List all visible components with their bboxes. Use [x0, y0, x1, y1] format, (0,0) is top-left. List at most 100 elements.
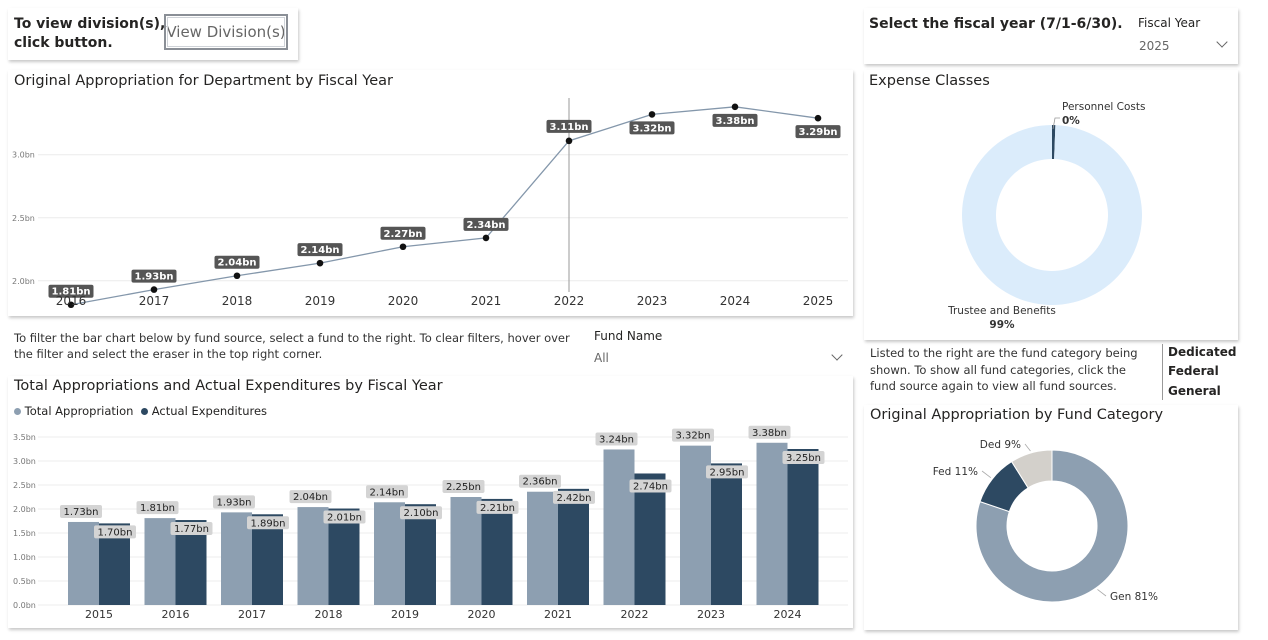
y-tick-label: 3.0bn — [13, 457, 36, 466]
bar-total-appropriation — [297, 507, 329, 605]
division-prompt-line2: click button. — [14, 35, 113, 51]
data-label: 1.70bn — [98, 527, 133, 538]
data-label-box — [546, 119, 592, 133]
x-tick-label: 2023 — [637, 294, 668, 308]
data-label: 2.95bn — [710, 467, 745, 478]
leader-line — [1024, 443, 1031, 452]
data-label-box — [289, 490, 332, 504]
data-label-box — [595, 432, 638, 446]
legend-actual-label[interactable]: Actual Expenditures — [151, 404, 268, 418]
chevron-down-icon[interactable] — [1216, 36, 1228, 48]
fund-name-label: Fund Name — [594, 329, 663, 343]
data-label: 2.21bn — [480, 503, 515, 514]
data-point — [316, 259, 324, 267]
slice-trustee-and-benefits — [961, 125, 1142, 305]
slice-label: Fed 11% — [933, 466, 978, 478]
bar-total-appropriation — [603, 449, 635, 605]
slice-label: Ded 9% — [980, 439, 1021, 451]
data-point — [67, 301, 75, 309]
data-label: 1.81bn — [52, 287, 91, 298]
data-label-box — [60, 504, 102, 518]
data-label-box — [748, 425, 791, 439]
data-label-box — [519, 474, 561, 488]
expense-classes-title: Expense Classes — [869, 73, 990, 89]
data-point — [482, 234, 490, 242]
view-divisions-button[interactable]: View Division(s) — [164, 14, 288, 50]
x-tick-label: 2022 — [621, 608, 649, 621]
data-label-box — [323, 510, 366, 524]
slice-value-label: 99% — [989, 319, 1015, 331]
fund-category-title: Original Appropriation by Fund Category — [870, 407, 1164, 423]
x-tick-label: 2015 — [85, 608, 113, 621]
data-label: 2.10bn — [404, 508, 439, 519]
bar-actual-expenditure — [481, 498, 513, 605]
data-label: 2.04bn — [218, 258, 257, 269]
x-tick-label: 2019 — [305, 294, 336, 308]
bar-total-appropriation — [450, 497, 482, 605]
data-point — [233, 272, 241, 280]
data-label-box — [48, 284, 94, 298]
data-label: 3.38bn — [752, 428, 787, 439]
bar-actual-expenditure — [328, 508, 360, 605]
x-tick-label: 2019 — [391, 608, 419, 621]
x-tick-label: 2024 — [720, 294, 751, 308]
dept-line-title: Original Appropriation for Department by… — [14, 73, 394, 89]
x-tick-label: 2021 — [471, 294, 502, 308]
x-tick-label: 2016 — [162, 608, 190, 621]
y-tick-label: 2.5bn — [13, 481, 36, 490]
data-label: 1.93bn — [135, 272, 174, 283]
data-label: 3.11bn — [550, 122, 589, 133]
legend-total-label[interactable]: Total Appropriation — [24, 404, 134, 418]
fund-name-value: All — [594, 351, 609, 365]
bar-actual-expenditure — [787, 449, 819, 605]
dept-line-card: Original Appropriation for Department by… — [8, 70, 853, 316]
bar-total-appropriation — [144, 518, 176, 605]
data-label: 2.27bn — [384, 229, 423, 240]
data-label: 3.24bn — [599, 434, 634, 445]
fund-category-general[interactable]: General — [1168, 384, 1221, 398]
fund-name-dropdown[interactable]: All — [594, 349, 846, 369]
fund-category-federal[interactable]: Federal — [1168, 364, 1219, 378]
data-label-box — [214, 255, 260, 269]
data-label-box — [213, 495, 255, 509]
bar-actual-expenditure — [711, 463, 742, 605]
data-label-box — [94, 525, 136, 539]
data-label-box — [297, 243, 343, 257]
data-label: 2.04bn — [293, 492, 328, 503]
data-point — [814, 114, 822, 122]
slice-value-label: 0% — [1062, 115, 1080, 127]
data-label-box — [795, 125, 841, 139]
fiscal-year-prompt: Select the fiscal year (7/1-6/30). — [869, 16, 1123, 32]
fund-category-list: Dedicated Federal General — [1162, 344, 1243, 400]
fiscal-year-value: 2025 — [1139, 39, 1170, 53]
expense-donut-chart: Personnel Costs 0% Trustee and Benefits 99% — [947, 101, 1145, 331]
y-tick-label: 1.5bn — [13, 529, 36, 538]
y-tick-label: 0.0bn — [13, 601, 36, 610]
data-label-box — [463, 217, 509, 231]
data-label-box — [136, 501, 179, 515]
x-tick-label: 2024 — [774, 608, 802, 621]
legend-actual-marker — [141, 408, 149, 415]
data-label: 2.01bn — [327, 513, 362, 524]
data-label: 1.89bn — [251, 518, 286, 529]
data-label-box — [629, 121, 675, 135]
fiscal-year-dropdown[interactable]: 2025 — [1138, 36, 1232, 56]
leader-line — [1052, 117, 1060, 130]
data-label: 2.25bn — [446, 482, 481, 493]
x-tick-label: 2025 — [803, 294, 834, 308]
data-label: 2.14bn — [370, 487, 405, 498]
division-card: To view division(s), click button. View … — [8, 8, 298, 60]
approp-bar-card: Total Appropriations and Actual Expendit… — [8, 376, 853, 628]
chevron-down-icon[interactable] — [831, 349, 843, 361]
slice-gen — [975, 449, 1129, 603]
data-label: 3.25bn — [786, 453, 821, 464]
x-tick-label: 2018 — [315, 608, 343, 621]
data-label-box — [366, 485, 408, 499]
slice-personnel-costs — [1052, 125, 1056, 160]
x-tick-label: 2016 — [56, 294, 87, 308]
data-label-box — [442, 480, 485, 493]
y-tick-label: 2.5bn — [12, 214, 35, 223]
data-point — [399, 243, 407, 251]
fund-category-dedicated[interactable]: Dedicated — [1168, 345, 1237, 359]
data-label-box — [131, 269, 177, 283]
